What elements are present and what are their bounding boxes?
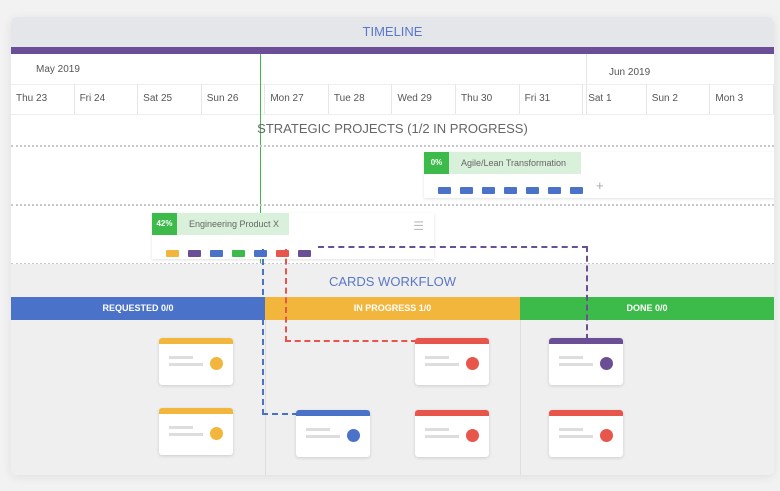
timeline-panel: TIMELINE May 2019 Jun 2019 Thu 23 Fri 24 S… bbox=[11, 17, 774, 475]
day-header: Sat 1 bbox=[583, 84, 647, 114]
project-card-engineering[interactable]: 42% Engineering Product X ☰ bbox=[152, 213, 434, 259]
workflow-card[interactable] bbox=[549, 410, 623, 457]
day-header: Sun 2 bbox=[647, 84, 711, 114]
day-header: Thu 23 bbox=[11, 84, 75, 114]
strategic-projects-title: STRATEGIC PROJECTS (1/2 IN PROGRESS) bbox=[257, 121, 528, 136]
header-accent-bar bbox=[11, 47, 774, 54]
month-label: Jun 2019 bbox=[609, 67, 651, 78]
workflow-card[interactable] bbox=[415, 338, 489, 385]
task-chip[interactable] bbox=[232, 250, 245, 257]
workflow-card[interactable] bbox=[159, 338, 233, 385]
add-task-icon[interactable]: + bbox=[596, 178, 604, 193]
task-chip[interactable] bbox=[166, 250, 179, 257]
day-header: Fri 31 bbox=[520, 84, 584, 114]
workflow-card[interactable] bbox=[159, 408, 233, 455]
cards-workflow-title: CARDS WORKFLOW bbox=[328, 274, 457, 289]
task-chip[interactable] bbox=[188, 250, 201, 257]
dependency-connector bbox=[262, 249, 298, 415]
task-chip[interactable] bbox=[276, 250, 289, 257]
project-title[interactable]: Engineering Product X bbox=[177, 213, 289, 235]
task-list bbox=[438, 181, 592, 199]
dependency-connector bbox=[318, 246, 588, 340]
project-card-agile[interactable]: 0% Agile/Lean Transformation + bbox=[424, 152, 774, 198]
task-chip[interactable] bbox=[526, 187, 539, 194]
status-dot bbox=[466, 429, 479, 442]
task-chip[interactable] bbox=[254, 250, 267, 257]
task-chip[interactable] bbox=[482, 187, 495, 194]
workflow-card[interactable] bbox=[415, 410, 489, 457]
workflow-card[interactable] bbox=[549, 338, 623, 385]
status-dot bbox=[347, 429, 360, 442]
task-chip[interactable] bbox=[570, 187, 583, 194]
progress-badge: 0% bbox=[424, 152, 449, 174]
task-chip[interactable] bbox=[210, 250, 223, 257]
task-chip[interactable] bbox=[298, 250, 311, 257]
project-title[interactable]: Agile/Lean Transformation bbox=[449, 152, 581, 174]
progress-badge: 42% bbox=[152, 213, 177, 235]
column-in-progress[interactable]: IN PROGRESS 1/0 bbox=[265, 297, 520, 320]
day-header: Mon 3 bbox=[710, 84, 774, 114]
day-header: Thu 30 bbox=[456, 84, 520, 114]
day-header: Sat 25 bbox=[138, 84, 202, 114]
timeline-header: TIMELINE bbox=[11, 17, 774, 47]
task-list bbox=[166, 244, 320, 262]
status-dot bbox=[600, 357, 613, 370]
day-header: Fri 24 bbox=[75, 84, 139, 114]
task-chip[interactable] bbox=[460, 187, 473, 194]
status-dot bbox=[210, 427, 223, 440]
menu-icon[interactable]: ☰ bbox=[413, 219, 424, 233]
day-header: Sun 26 bbox=[202, 84, 266, 114]
day-header-row: Thu 23 Fri 24 Sat 25 Sun 26 Mon 27 Tue 28 Wed … bbox=[11, 84, 774, 115]
column-requested[interactable]: REQUESTED 0/0 bbox=[11, 297, 265, 320]
day-header: Mon 27 bbox=[265, 84, 329, 114]
status-dot bbox=[210, 357, 223, 370]
status-dot bbox=[466, 357, 479, 370]
month-label: May 2019 bbox=[36, 64, 80, 75]
dependency-connector bbox=[285, 249, 417, 342]
workflow-card[interactable] bbox=[296, 410, 370, 457]
task-chip[interactable] bbox=[438, 187, 451, 194]
day-header: Wed 29 bbox=[392, 84, 457, 114]
task-chip[interactable] bbox=[548, 187, 561, 194]
day-header: Tue 28 bbox=[329, 84, 393, 114]
status-dot bbox=[600, 429, 613, 442]
today-marker bbox=[260, 54, 261, 264]
task-chip[interactable] bbox=[504, 187, 517, 194]
column-done[interactable]: DONE 0/0 bbox=[520, 297, 774, 320]
